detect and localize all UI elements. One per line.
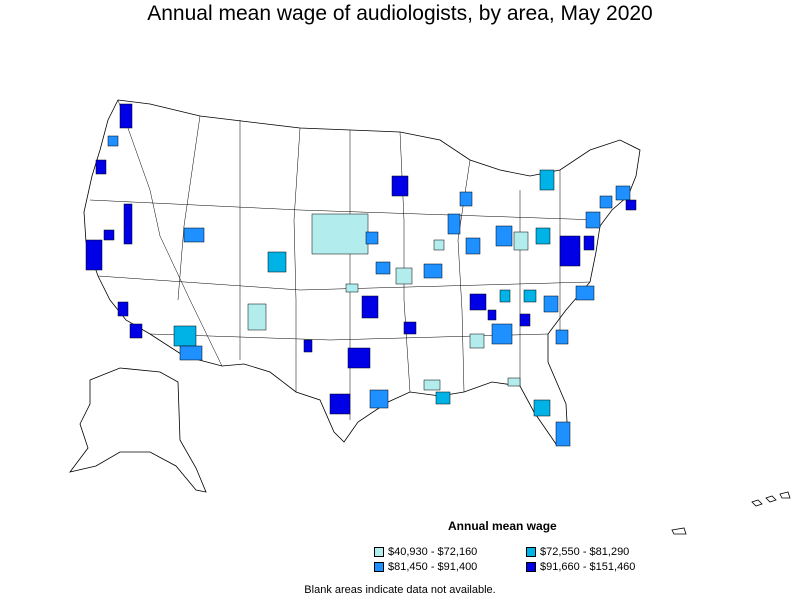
legend-swatch-high [526,562,536,572]
map-title: Annual mean wage of audiologists, by are… [147,2,653,25]
legend-item-mid-low: $72,550 - $81,290 [526,546,629,558]
legend-label-low: $40,930 - $72,160 [388,546,478,558]
puerto-rico [671,527,687,535]
legend-swatch-low [374,547,384,557]
legend-label-mid-high: $81,450 - $91,400 [388,561,478,573]
legend-item-mid-high: $81,450 - $91,400 [374,561,477,573]
legend-swatch-mid-low [526,547,536,557]
legend-swatch-mid-high [374,562,384,572]
legend-label-mid-low: $72,550 - $81,290 [540,546,630,558]
legend-label-high: $91,660 - $151,460 [540,561,636,573]
alaska-outline [69,367,207,493]
legend-item-high: $91,660 - $151,460 [526,561,635,573]
footnote: Blank areas indicate data not available. [304,584,496,596]
legend-item-low: $40,930 - $72,160 [374,546,477,558]
hawaii-islands [751,491,791,507]
legend-title: Annual mean wage [448,519,557,533]
